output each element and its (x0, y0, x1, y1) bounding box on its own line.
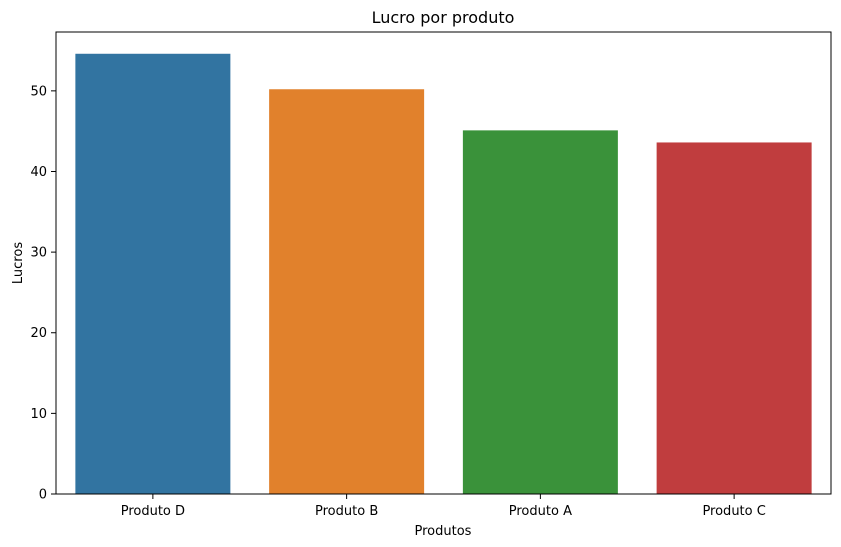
x-tick-label: Produto A (509, 504, 572, 519)
y-axis-label: Lucros (11, 242, 26, 284)
x-tick-label: Produto C (702, 504, 765, 519)
bar-produto-d (75, 53, 231, 495)
chart-title: Lucro por produto (372, 8, 515, 27)
x-tick-label: Produto B (315, 504, 378, 519)
bar-produto-b (269, 89, 425, 495)
bar-produto-a (462, 130, 618, 494)
y-tick-label: 0 (39, 488, 47, 503)
y-axis: 0 10 20 30 40 50 (30, 84, 56, 503)
y-tick-label: 20 (30, 326, 47, 341)
y-tick-label: 50 (30, 84, 47, 99)
x-tick-label: Produto D (121, 504, 185, 519)
bar-produto-c (656, 142, 812, 494)
bars-layer (75, 53, 812, 495)
y-tick-label: 40 (30, 165, 47, 180)
x-axis: Produto D Produto B Produto A Produto C (121, 494, 766, 519)
y-tick-label: 30 (30, 246, 47, 261)
plot-frame (55, 31, 832, 495)
x-axis-label: Produtos (415, 524, 472, 539)
y-tick-label: 10 (30, 407, 47, 422)
